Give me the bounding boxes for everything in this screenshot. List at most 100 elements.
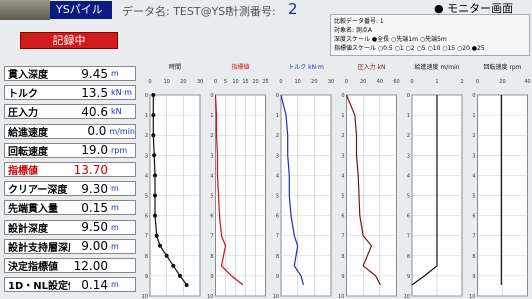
panel-title: 時間 [169,63,181,71]
depth-tick-label: 8 [407,254,410,260]
depth-tick-label: 2 [407,133,410,139]
x-tick-label: 10 [232,79,238,85]
reading-row: 給進速度0.0m/min [4,124,136,139]
depth-tick-label: 5 [472,194,475,200]
depth-tick-label: 1 [472,113,475,119]
reading-value: 9.30 [70,182,108,196]
depth-tick-label: 10 [469,294,475,299]
reading-row: 設計支持層深度9.00m [4,239,136,254]
depth-tick-label: 1 [145,113,148,119]
x-tick-label: 0 [345,79,348,85]
x-tick-label: 0 [148,79,151,85]
depth-tick-label: 6 [407,214,410,220]
trace-marker [155,234,159,238]
depth-tick-label: 9 [210,274,213,280]
trace-marker [171,264,175,268]
depth-tick-label: 4 [341,173,344,179]
depth-tick-label: 1 [276,113,279,119]
x-tick-label: 10 [294,79,300,85]
depth-tick-label: 6 [210,214,213,220]
x-tick-label: 60 [393,79,399,85]
measure-label: 計測番号: [228,3,276,19]
depth-tick-label: 9 [407,274,410,280]
depth-tick-label: 3 [145,153,148,159]
x-tick-label: 30 [328,79,334,85]
reading-row: トルク13.5kN·m [4,85,136,100]
x-tick-label: 5 [224,79,227,85]
reading-value: 0.15 [70,201,108,215]
depth-tick-label: 0 [472,93,475,99]
depth-tick-label: 7 [407,234,410,240]
x-tick-label: 20 [180,79,186,85]
depth-tick-label: 7 [210,234,213,240]
reading-label: 設計深度 [5,220,70,235]
x-tick-label: 25 [262,79,268,85]
reading-value: 40.6 [70,105,108,119]
compare-number: 比較データ番号: 1 [334,17,526,26]
measure-number: 2 [288,0,298,18]
depth-tick-label: 9 [341,274,344,280]
depth-tick-label: 0 [407,93,410,99]
depth-tick-label: 2 [210,133,213,139]
x-tick-label: 15 [242,79,248,85]
reading-row: 圧入力40.6kN [4,104,136,119]
depth-scale: 深度スケール ●全長 ○先端1m ○先端5m [334,35,526,44]
depth-tick-label: 10 [273,294,279,299]
reading-row: 回転速度19.0rpm [4,143,136,158]
reading-label: トルク [5,85,70,100]
depth-tick-label: 5 [145,194,148,200]
x-tick-label: 40 [524,79,530,85]
depth-tick-label: 3 [210,153,213,159]
reading-value: 9.50 [70,220,108,234]
trace-marker [153,173,157,177]
depth-tick-label: 7 [341,234,344,240]
x-tick-label: 2 [460,79,463,85]
depth-tick-label: 1 [341,113,344,119]
trace-marker [151,133,155,137]
x-tick-label: 20 [499,79,505,85]
depth-tick-label: 0 [341,93,344,99]
reading-unit: rpm [108,146,127,155]
index-scale: 指標値スケール ○0.5 ○1 ○2 ○5 ○10 ○15 ○20 ●25 [334,44,526,53]
depth-tick-label: 1 [407,113,410,119]
reading-value: 9.45 [70,67,108,81]
depth-tick-label: 4 [407,173,410,179]
reading-label: 圧入力 [5,104,70,119]
depth-tick-label: 5 [210,194,213,200]
depth-tick-label: 4 [145,173,148,179]
depth-tick-label: 4 [276,173,279,179]
x-tick-label: 20 [252,79,258,85]
depth-tick-label: 5 [407,194,410,200]
depth-tick-label: 2 [341,133,344,139]
depth-tick-label: 5 [341,194,344,200]
reading-unit: m [108,203,119,212]
depth-tick-label: 8 [210,254,213,260]
trace-marker [185,283,189,287]
depth-tick-label: 3 [407,153,410,159]
reading-value: 0.14 [70,278,108,292]
reading-label: 1D・NL設定値 [5,277,70,292]
reading-unit: m [108,280,119,289]
depth-tick-label: 7 [276,234,279,240]
depth-tick-label: 0 [145,93,148,99]
trace-marker [153,194,157,198]
readings: 貫入深度9.45m トルク13.5kN·m 圧入力40.6kN 給進速度0.0m/mi… [0,0,140,299]
depth-tick-label: 6 [145,214,148,220]
trace-marker [158,244,162,248]
reading-unit: m [108,223,119,232]
panel-title: 指標値 [231,63,249,71]
trace-marker [153,214,157,218]
panel-title: 回転速度 rpm [483,63,521,71]
depth-tick-label: 8 [341,254,344,260]
reading-label: 指標値 [5,162,70,177]
x-tick-label: 0 [476,79,479,85]
depth-tick-label: 6 [341,214,344,220]
depth-tick-label: 4 [472,173,475,179]
trace-marker [152,153,156,157]
reading-value: 12.00 [70,259,108,273]
x-tick-label: 20 [311,79,317,85]
